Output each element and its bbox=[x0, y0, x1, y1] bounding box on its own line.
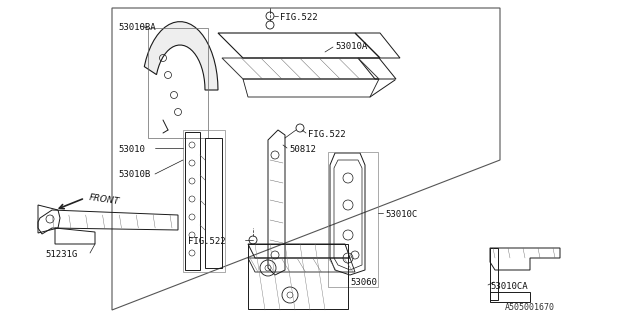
Text: 53010: 53010 bbox=[118, 145, 145, 154]
Text: 53010B: 53010B bbox=[118, 170, 150, 179]
Text: 53010BA: 53010BA bbox=[118, 23, 156, 32]
Bar bbox=[328, 152, 378, 287]
Text: 53010C: 53010C bbox=[385, 210, 417, 219]
Bar bbox=[183, 130, 225, 272]
Text: 53010A: 53010A bbox=[335, 42, 367, 51]
Text: FRONT: FRONT bbox=[88, 193, 120, 207]
Text: 50812: 50812 bbox=[289, 145, 316, 154]
Polygon shape bbox=[144, 22, 218, 90]
Text: FIG.522: FIG.522 bbox=[280, 13, 317, 22]
Text: 53060: 53060 bbox=[350, 278, 377, 287]
Text: A505001670: A505001670 bbox=[505, 303, 555, 312]
Bar bbox=[248, 244, 348, 309]
Text: FIG.522: FIG.522 bbox=[308, 130, 346, 139]
Bar bbox=[148, 28, 208, 138]
Text: 51231G: 51231G bbox=[45, 250, 77, 259]
Text: FIG.522: FIG.522 bbox=[188, 237, 226, 246]
Text: 53010CA: 53010CA bbox=[490, 282, 527, 291]
